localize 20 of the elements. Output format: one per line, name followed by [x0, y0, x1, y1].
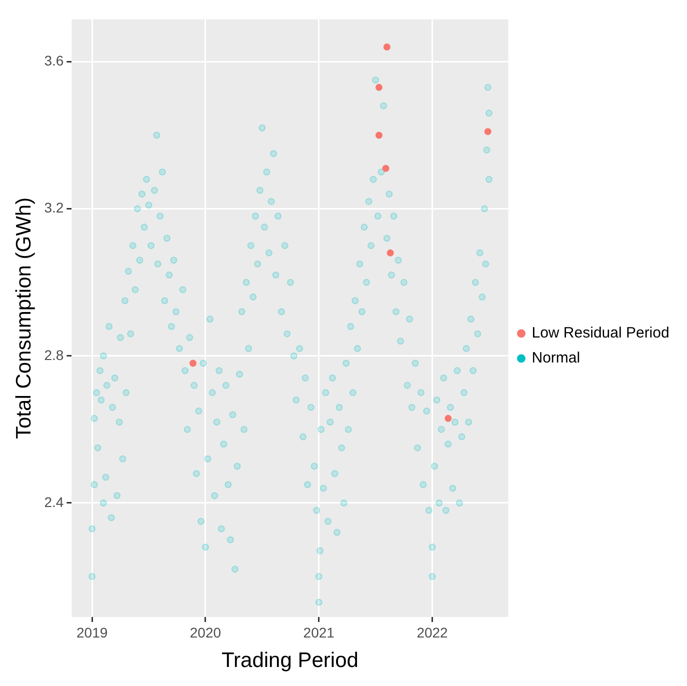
y-tick-label: 3.6 [44, 52, 64, 69]
legend-label: Low Residual Period [532, 324, 670, 342]
point [444, 414, 452, 422]
x-tick-label: 2021 [303, 624, 335, 640]
legend-label: Normal [532, 350, 580, 367]
y-tick-label: 2.4 [44, 494, 64, 510]
x-tick-label: 2019 [76, 624, 108, 640]
y-tick-label: 3.2 [44, 200, 64, 216]
x-tick-label: 2022 [416, 624, 448, 640]
point [375, 132, 382, 139]
y-axis-title: Total Consumption (GWh) [12, 197, 36, 439]
point [382, 164, 390, 172]
y-tick-label: 2.8 [44, 346, 64, 363]
point [190, 360, 196, 367]
point [375, 84, 382, 91]
x-tick-label: 2020 [190, 624, 222, 640]
point [386, 249, 394, 256]
point [383, 43, 390, 50]
x-axis-title: Trading Period [221, 649, 358, 672]
point [484, 128, 492, 136]
